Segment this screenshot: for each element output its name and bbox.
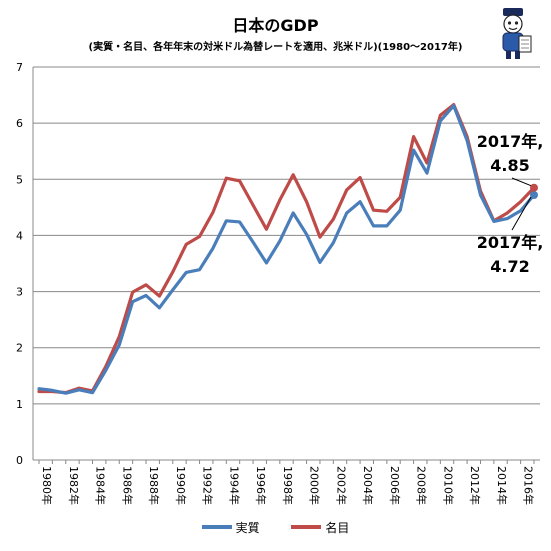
x-tick-label: 1986年 xyxy=(120,466,134,505)
legend: 実質 名目 xyxy=(0,518,551,536)
series-lines xyxy=(37,103,538,395)
y-tick-labels: 0 1 2 3 4 5 6 7 xyxy=(16,61,23,467)
leader-line-nominal xyxy=(511,177,532,187)
x-tick-label: 2012年 xyxy=(468,466,482,505)
y-tick-label: 1 xyxy=(16,398,23,411)
y-tick-label: 6 xyxy=(16,117,23,130)
legend-label-real: 実質 xyxy=(235,520,260,535)
x-tick-label: 1996年 xyxy=(254,466,268,505)
x-tick-label: 1982年 xyxy=(67,466,81,505)
y-tick-label: 4 xyxy=(16,229,23,242)
x-tick-label: 1992年 xyxy=(201,466,215,505)
y-tick-label: 7 xyxy=(16,61,23,74)
x-tick-label: 1988年 xyxy=(147,466,161,505)
grid-lines xyxy=(33,66,540,405)
series-line-real xyxy=(37,104,536,395)
marker-real-2017 xyxy=(530,191,538,200)
x-tick-label: 2002年 xyxy=(334,466,348,505)
legend-swatch-real xyxy=(201,525,232,529)
annotation-real-value: 4.72 xyxy=(490,257,530,276)
axes xyxy=(32,67,540,464)
chart-subtitle: (実質・名目、各年年末の対米ドル為替レートを適用、兆米ドル)(1980～2017… xyxy=(88,42,463,53)
x-tick-label: 2016年 xyxy=(522,466,536,505)
legend-label-nominal: 名目 xyxy=(325,520,350,535)
x-tick-label: 2014年 xyxy=(495,466,509,505)
leader-line-real xyxy=(511,196,532,231)
marker-nominal-2017 xyxy=(530,183,538,192)
y-tick-label: 0 xyxy=(16,454,23,467)
y-tick-label: 3 xyxy=(16,286,23,299)
x-tick-label: 1984年 xyxy=(94,466,108,505)
mascot-icon xyxy=(502,8,532,59)
x-tick-labels: 1980年 1982年 1984年 1986年 1988年 1990年 1992年 1994年… xyxy=(40,466,536,505)
x-tick-label: 1980年 xyxy=(40,466,54,505)
x-tick-label: 2006年 xyxy=(388,466,402,505)
annotation-nominal-value: 4.85 xyxy=(490,156,530,175)
annotation-real-year: 2017年, xyxy=(476,233,544,252)
annotation-real-2017: 2017年, 4.72 xyxy=(470,231,550,279)
series-line-nominal xyxy=(37,103,536,395)
x-tick-label: 1998年 xyxy=(281,466,295,505)
x-tick-label: 1990年 xyxy=(174,466,188,505)
legend-item-real: 実質 xyxy=(201,519,260,536)
annotation-nominal-year: 2017年, xyxy=(476,132,544,151)
x-tick-label: 2008年 xyxy=(415,466,429,505)
annotation-nominal-2017: 2017年, 4.85 xyxy=(470,130,550,178)
x-tick-label: 2004年 xyxy=(361,466,375,505)
y-tick-label: 5 xyxy=(16,173,23,186)
legend-item-nominal: 名目 xyxy=(291,519,349,536)
x-tick-label: 2010年 xyxy=(441,466,455,505)
y-tick-label: 2 xyxy=(16,342,23,355)
chart-title: 日本のGDP xyxy=(232,16,319,35)
legend-swatch-nominal xyxy=(291,525,322,529)
x-tick-label: 2000年 xyxy=(308,466,322,505)
x-tick-label: 1994年 xyxy=(227,466,241,505)
